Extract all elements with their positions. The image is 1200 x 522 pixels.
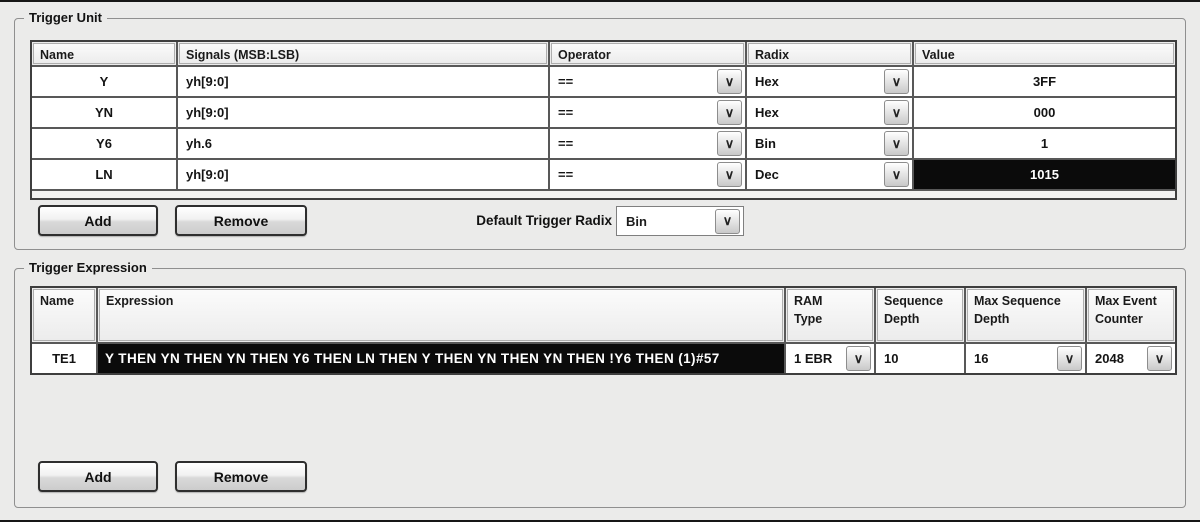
chevron-down-icon[interactable]: ∨ — [717, 69, 742, 94]
table-row: LN yh[9:0] == ∨ Dec ∨ 1015 — [32, 158, 1175, 189]
sequence-depth-cell[interactable]: 10 — [876, 344, 966, 373]
expression-name-cell[interactable]: TE1 — [32, 344, 98, 373]
chevron-down-icon[interactable]: ∨ — [884, 69, 909, 94]
trigger-unit-header-row: Name Signals (MSB:LSB) Operator Radix Va… — [32, 42, 1175, 65]
max-event-counter-dropdown[interactable]: 2048 ∨ — [1087, 344, 1175, 373]
radix-value: Dec — [755, 167, 779, 182]
trigger-signals-cell[interactable]: yh[9:0] — [178, 160, 550, 189]
chevron-down-icon[interactable]: ∨ — [846, 346, 871, 371]
trigger-expression-groupbox: Trigger Expression Name Expression RAM T… — [14, 260, 1186, 508]
trigger-unit-table: Name Signals (MSB:LSB) Operator Radix Va… — [30, 40, 1177, 200]
max-sequence-depth-value: 16 — [974, 351, 989, 366]
trigger-unit-groupbox: Trigger Unit Name Signals (MSB:LSB) Oper… — [14, 10, 1186, 250]
radix-value: Hex — [755, 74, 779, 89]
table-footer-strip — [32, 189, 1175, 198]
column-header-max-sequence-depth: Max Sequence Depth — [966, 288, 1087, 342]
operator-value: == — [558, 74, 574, 89]
trigger-value-cell[interactable]: 1 — [1040, 136, 1049, 151]
operator-value: == — [558, 136, 574, 151]
table-row: TE1 Y THEN YN THEN YN THEN Y6 THEN LN TH… — [32, 342, 1175, 373]
ram-type-dropdown[interactable]: 1 EBR ∨ — [786, 344, 876, 373]
add-expression-button[interactable]: Add — [38, 461, 158, 492]
trigger-value-cell[interactable]: 3FF — [1032, 74, 1057, 89]
radix-dropdown[interactable]: Bin ∨ — [747, 129, 914, 158]
radix-value: Bin — [755, 136, 776, 151]
column-header-max-event-counter: Max Event Counter — [1087, 288, 1175, 342]
chevron-down-icon[interactable]: ∨ — [717, 131, 742, 156]
trigger-name-cell[interactable]: LN — [32, 160, 178, 189]
column-header-name: Name — [32, 42, 178, 65]
operator-value: == — [558, 167, 574, 182]
trigger-signals-cell[interactable]: yh.6 — [178, 129, 550, 158]
chevron-down-icon[interactable]: ∨ — [715, 208, 740, 234]
trigger-expression-table: Name Expression RAM Type Sequence Depth … — [30, 286, 1177, 375]
radix-dropdown[interactable]: Hex ∨ — [747, 67, 914, 96]
chevron-down-icon[interactable]: ∨ — [717, 162, 742, 187]
chevron-down-icon[interactable]: ∨ — [1147, 346, 1172, 371]
default-radix-value: Bin — [626, 213, 647, 229]
column-header-signals: Signals (MSB:LSB) — [178, 42, 550, 65]
chevron-down-icon[interactable]: ∨ — [1057, 346, 1082, 371]
trigger-signals-cell[interactable]: yh[9:0] — [178, 98, 550, 127]
column-header-ram-type: RAM Type — [786, 288, 876, 342]
default-trigger-radix-dropdown[interactable]: Bin ∨ — [616, 206, 744, 236]
column-header-sequence-depth: Sequence Depth — [876, 288, 966, 342]
column-header-value: Value — [914, 42, 1175, 65]
ram-type-value: 1 EBR — [794, 351, 833, 366]
table-row: Y6 yh.6 == ∨ Bin ∨ 1 — [32, 127, 1175, 158]
operator-dropdown[interactable]: == ∨ — [550, 129, 747, 158]
default-trigger-radix-label: Default Trigger Radix — [476, 213, 612, 228]
operator-dropdown[interactable]: == ∨ — [550, 160, 747, 189]
trigger-expression-title: Trigger Expression — [24, 260, 152, 275]
radix-value: Hex — [755, 105, 779, 120]
add-trigger-button[interactable]: Add — [38, 205, 158, 236]
trigger-name-cell[interactable]: Y — [32, 67, 178, 96]
chevron-down-icon[interactable]: ∨ — [884, 100, 909, 125]
operator-dropdown[interactable]: == ∨ — [550, 98, 747, 127]
table-row: Y yh[9:0] == ∨ Hex ∨ 3FF — [32, 65, 1175, 96]
operator-dropdown[interactable]: == ∨ — [550, 67, 747, 96]
trigger-name-cell[interactable]: Y6 — [32, 129, 178, 158]
trigger-expression-header-row: Name Expression RAM Type Sequence Depth … — [32, 288, 1175, 342]
remove-expression-button[interactable]: Remove — [175, 461, 307, 492]
column-header-operator: Operator — [550, 42, 747, 65]
remove-trigger-button[interactable]: Remove — [175, 205, 307, 236]
radix-dropdown[interactable]: Dec ∨ — [747, 160, 914, 189]
table-row: YN yh[9:0] == ∨ Hex ∨ 000 — [32, 96, 1175, 127]
max-event-counter-value: 2048 — [1095, 351, 1124, 366]
operator-value: == — [558, 105, 574, 120]
chevron-down-icon[interactable]: ∨ — [884, 131, 909, 156]
trigger-value-cell-selected[interactable]: 1015 — [914, 160, 1175, 189]
trigger-name-cell[interactable]: YN — [32, 98, 178, 127]
expression-cell-selected[interactable]: Y THEN YN THEN YN THEN Y6 THEN LN THEN Y… — [98, 344, 786, 373]
chevron-down-icon[interactable]: ∨ — [884, 162, 909, 187]
trigger-unit-title: Trigger Unit — [24, 10, 107, 25]
trigger-value-cell[interactable]: 000 — [1033, 105, 1056, 120]
column-header-name: Name — [32, 288, 98, 342]
trigger-signals-cell[interactable]: yh[9:0] — [178, 67, 550, 96]
column-header-expression: Expression — [98, 288, 786, 342]
max-sequence-depth-dropdown[interactable]: 16 ∨ — [966, 344, 1087, 373]
column-header-radix: Radix — [747, 42, 914, 65]
radix-dropdown[interactable]: Hex ∨ — [747, 98, 914, 127]
chevron-down-icon[interactable]: ∨ — [717, 100, 742, 125]
